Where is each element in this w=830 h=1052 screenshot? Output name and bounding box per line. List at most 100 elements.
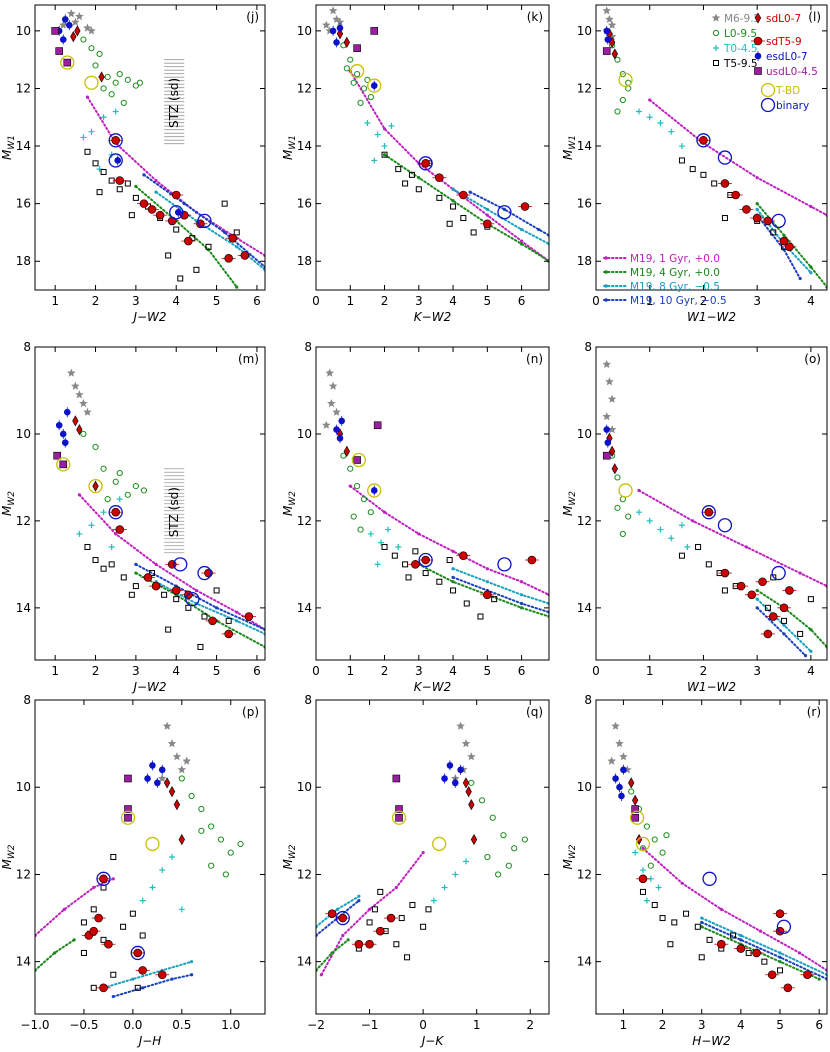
point-T5 [420,923,427,930]
point-T5 [233,229,240,236]
point-sdT [736,581,746,591]
point-binary [717,518,733,533]
x-axis-label: K−W2 [414,680,451,694]
y-axis-label-sub: W2 [568,491,578,506]
point-L [124,491,131,498]
point-binary [197,213,212,229]
isochrone-iso3-node [519,227,524,232]
legend-isochrone-label: M19, 8 Gyr, −0.5 [630,281,720,293]
point-esdL [604,439,612,446]
isochrone-iso1-node [797,951,802,955]
point-sdT [768,612,778,621]
y-tick-label: 10 [297,780,312,794]
point-L [112,478,119,485]
point-sdL [163,777,171,789]
stz-label: STZ (sd) [167,78,181,128]
point-sdT [386,913,396,923]
x-tick-label: 0 [419,1018,427,1032]
point-T5 [446,557,453,564]
point-T5 [100,936,107,943]
point-sdL [178,833,185,846]
axes-frame [315,4,550,291]
legend-isochrone-iso2: M19, 4 Gyr, +0.0 [603,267,720,279]
point-T5 [221,200,228,207]
isochrone-iso1-node [744,545,749,549]
isochrone-iso1-node [519,239,524,243]
point-L [357,526,364,533]
point-binary [108,505,123,520]
y-tick-label: 14 [16,955,31,969]
isochrone-iso3-node [485,207,489,211]
point-L [354,70,361,78]
point-T5 [446,220,453,227]
point-T5 [149,570,156,577]
point-T0 [430,897,437,904]
point-L [614,504,621,511]
isochrone-iso2-node [809,627,813,632]
point-sdT [133,948,143,958]
legend-isochrone-iso1: M19, 1 Gyr, +0.0 [603,253,720,265]
x-tick-label: 3 [753,294,761,308]
point-M [59,20,68,29]
point-T0 [378,539,385,546]
point-T0 [655,884,662,891]
y-tick-label: 10 [577,427,592,441]
axes-frame [315,699,550,1015]
stz-label: STZ (sd) [167,487,181,537]
y-tick-label: 8 [23,693,31,707]
isochrone-iso1-node [111,877,115,881]
legend-item-TBD: T-BD [760,82,800,98]
point-sdT [699,136,708,145]
x-tick-label: 1 [51,664,59,678]
isochrone-iso3 [155,191,265,271]
point-binary [701,505,716,520]
isochrone-iso1-node [755,176,759,180]
point-T5 [92,160,99,167]
point-L [92,62,99,69]
point-T5 [689,166,696,173]
point-sdT [785,242,794,252]
x-tick-label: 5 [484,664,492,678]
point-M [602,6,611,15]
point-sdL [608,445,616,457]
y-tick-label: 10 [297,24,312,38]
legend-label-TBD: T-BD [775,85,800,97]
point-T0 [80,134,87,141]
point-T5 [116,186,123,193]
isochrone-iso4-node [223,230,227,235]
point-T0 [635,509,642,516]
point-T5 [366,919,373,926]
point-esdL [336,434,344,442]
point-L [343,65,350,72]
x-axis-label: J−K [420,1034,445,1048]
y-tick-label: 14 [16,139,31,153]
x-tick-label: 0.0 [123,1018,142,1032]
point-T5 [201,613,208,620]
panel-label: (m) [238,352,259,366]
point-binary [185,591,200,607]
point-sdL [343,445,350,457]
point-L [112,79,119,86]
point-sdT [139,199,149,208]
point-L [116,469,123,477]
y-axis-label-sub: W1 [568,135,578,150]
point-TBD [351,452,366,468]
point-TBD [367,483,382,498]
axes-frame [595,4,828,291]
point-T5 [139,932,146,939]
point-T0 [88,522,95,529]
point-T5 [436,194,443,201]
isochrone-iso1-node [421,851,425,855]
point-sdT [783,983,793,993]
point-M [607,394,617,403]
point-sdT [763,629,773,639]
isochrone-iso1-node [154,179,158,183]
panel-p: −1.0 −0.5 0.0 0.5 1.0 8 10 12 14 (p) J−H MW2 [0,693,266,1048]
point-L [347,56,354,63]
isochrone-iso4-node [134,562,138,566]
plot-area [607,721,827,993]
isochrone-iso3-node [809,271,813,275]
isochrone-iso4-node [141,986,145,990]
isochrone-iso3 [452,188,549,245]
